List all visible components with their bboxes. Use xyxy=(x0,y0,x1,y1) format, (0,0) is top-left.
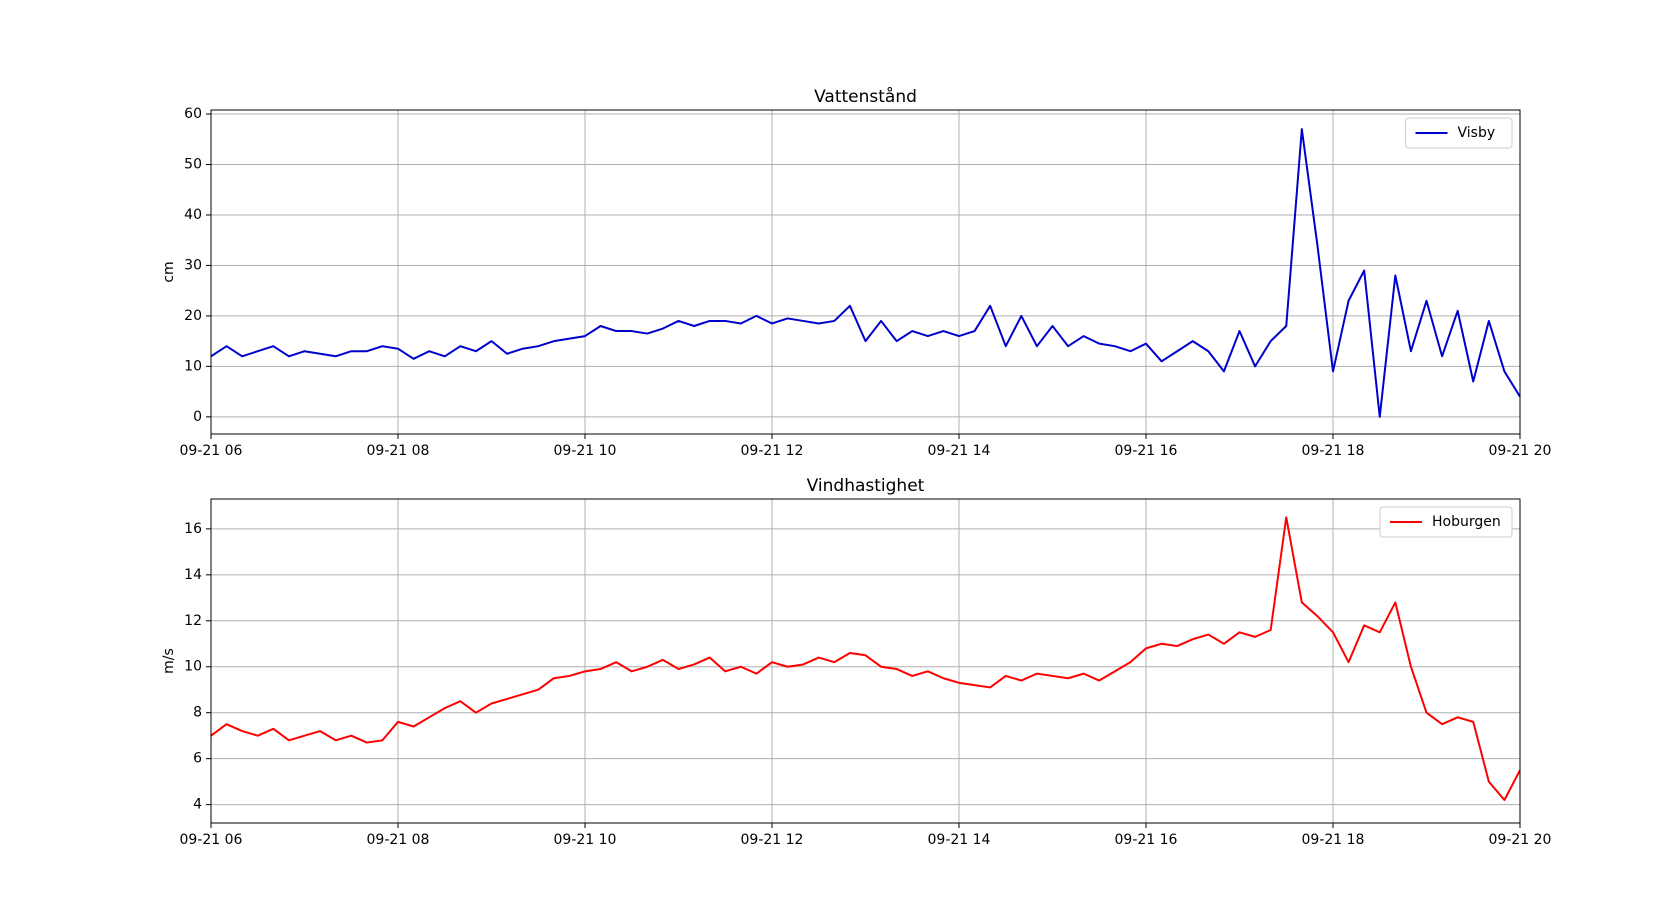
y-tick-label: 40 xyxy=(184,207,202,223)
y-tick-label: 50 xyxy=(184,157,202,173)
y-tick-label: 30 xyxy=(184,257,202,273)
x-tick-label: 09-21 10 xyxy=(554,832,617,848)
x-tick-label: 09-21 10 xyxy=(554,443,617,459)
x-tick-label: 09-21 20 xyxy=(1489,832,1552,848)
x-tick-label: 09-21 14 xyxy=(928,443,991,459)
y-axis-label: m/s xyxy=(161,648,177,674)
x-tick-label: 09-21 12 xyxy=(741,443,804,459)
y-tick-label: 20 xyxy=(184,308,202,324)
plot-frame xyxy=(210,109,1521,435)
y-tick-label: 12 xyxy=(184,613,202,629)
x-tick-label: 09-21 08 xyxy=(367,443,430,459)
x-tick-label: 09-21 18 xyxy=(1302,443,1365,459)
legend-box xyxy=(1379,506,1513,538)
chart-title: Vattenstånd xyxy=(814,86,917,107)
chart-title: Vindhastighet xyxy=(807,476,925,496)
legend-box xyxy=(1405,117,1513,149)
x-tick-label: 09-21 14 xyxy=(928,832,991,848)
legend-label: Hoburgen xyxy=(1432,514,1501,530)
y-tick-label: 0 xyxy=(193,409,202,425)
y-tick-label: 10 xyxy=(184,659,202,675)
x-tick-label: 09-21 18 xyxy=(1302,832,1365,848)
y-tick-label: 14 xyxy=(184,567,202,583)
x-tick-label: 09-21 16 xyxy=(1115,443,1178,459)
x-tick-label: 09-21 20 xyxy=(1489,443,1552,459)
y-tick-label: 10 xyxy=(184,358,202,374)
data-line xyxy=(210,516,1521,802)
y-tick-label: 8 xyxy=(193,705,202,721)
data-line xyxy=(210,128,1521,418)
plot-frame xyxy=(210,498,1521,824)
y-axis-label: cm xyxy=(161,261,177,282)
legend-label: Visby xyxy=(1458,125,1496,141)
x-tick-label: 09-21 16 xyxy=(1115,832,1178,848)
y-tick-label: 6 xyxy=(193,751,202,767)
x-tick-label: 09-21 06 xyxy=(180,443,243,459)
legend: Visby xyxy=(1405,117,1513,149)
x-tick-label: 09-21 06 xyxy=(180,832,243,848)
x-tick-label: 09-21 12 xyxy=(741,832,804,848)
y-tick-label: 16 xyxy=(184,521,202,537)
y-tick-label: 60 xyxy=(184,106,202,122)
legend: Hoburgen xyxy=(1379,506,1513,538)
y-tick-label: 4 xyxy=(193,797,202,813)
x-tick-label: 09-21 08 xyxy=(367,832,430,848)
